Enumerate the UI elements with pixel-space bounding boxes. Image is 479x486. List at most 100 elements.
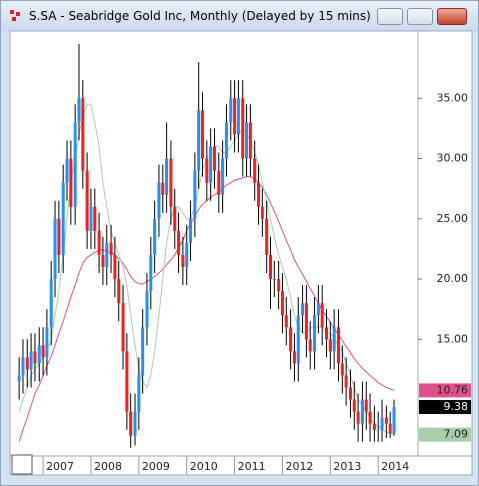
y-tick-label: 20.00	[437, 272, 469, 285]
body	[189, 218, 193, 243]
body	[364, 399, 368, 412]
title-bar: S.SA - Seabridge Gold Inc, Monthly (Dela…	[1, 1, 478, 31]
body	[320, 303, 324, 328]
body	[137, 375, 141, 412]
x-tick-label: 2014	[381, 460, 409, 473]
body	[308, 339, 312, 352]
body	[181, 254, 185, 267]
body	[113, 254, 117, 280]
moving-average-line	[18, 176, 395, 442]
x-tick-label: 2011	[238, 460, 266, 473]
body	[73, 122, 77, 207]
ma-slow-tag: 10.76	[437, 383, 469, 396]
body	[221, 158, 225, 195]
body	[376, 429, 380, 431]
x-tick-label: 2012	[285, 460, 313, 473]
body	[161, 182, 165, 195]
body	[236, 98, 240, 135]
last-price-tag: 9.38	[444, 400, 469, 413]
body	[224, 122, 228, 159]
body	[233, 98, 237, 135]
body	[157, 182, 161, 219]
minimize-button[interactable]	[377, 8, 403, 25]
body	[372, 423, 376, 430]
body	[81, 98, 85, 171]
body	[268, 254, 272, 280]
body	[37, 345, 41, 364]
body	[65, 158, 69, 183]
body	[33, 351, 37, 364]
body	[49, 279, 53, 328]
body	[336, 327, 340, 364]
body	[352, 399, 356, 412]
body	[193, 170, 197, 219]
body	[69, 158, 73, 207]
ma-fast-tag: 7.09	[444, 428, 469, 441]
body	[313, 315, 317, 352]
body	[129, 411, 133, 436]
body	[348, 387, 352, 400]
body	[265, 218, 269, 255]
body	[277, 279, 281, 292]
body	[29, 351, 33, 370]
body	[245, 122, 249, 159]
body	[17, 375, 21, 382]
body	[280, 291, 284, 316]
body	[45, 327, 49, 358]
body	[360, 399, 364, 424]
body	[117, 279, 121, 304]
body	[272, 279, 276, 281]
ma-fast-tag-box	[419, 427, 471, 442]
maximize-button[interactable]	[407, 8, 433, 25]
body	[284, 315, 288, 328]
body	[248, 122, 252, 159]
body	[21, 357, 25, 376]
body	[93, 206, 97, 231]
body	[368, 411, 372, 424]
body	[212, 146, 216, 171]
body	[344, 375, 348, 388]
corner-box	[11, 454, 33, 475]
body	[356, 411, 360, 424]
body	[241, 98, 245, 159]
body	[301, 303, 305, 316]
body	[304, 303, 308, 340]
body	[177, 230, 181, 255]
app-icon	[10, 10, 20, 21]
window-title: S.SA - Seabridge Gold Inc, Monthly (Dela…	[29, 9, 371, 23]
body	[292, 351, 296, 364]
body	[217, 170, 221, 195]
x-tick-label: 2009	[142, 460, 170, 473]
body	[125, 351, 129, 412]
body	[316, 303, 320, 316]
body	[169, 158, 173, 207]
plot-area	[9, 30, 419, 457]
y-tick-label: 25.00	[437, 212, 469, 225]
close-button[interactable]	[437, 8, 467, 25]
body	[229, 98, 233, 123]
body	[61, 182, 65, 255]
body	[253, 158, 257, 183]
x-tick-label: 2008	[94, 460, 122, 473]
body	[185, 242, 189, 267]
y-tick-label: 30.00	[437, 152, 469, 165]
body	[133, 411, 137, 436]
last-price-tag-box	[419, 400, 471, 415]
body	[53, 218, 57, 280]
body	[296, 315, 300, 364]
body	[89, 206, 93, 231]
body	[57, 218, 61, 255]
body	[153, 218, 157, 255]
body	[165, 158, 169, 195]
body	[380, 417, 384, 430]
body	[260, 206, 264, 219]
body	[325, 327, 329, 340]
body	[205, 158, 209, 183]
x-tick-label: 2013	[333, 460, 361, 473]
body	[121, 303, 125, 352]
body	[77, 98, 81, 123]
body	[109, 242, 113, 255]
body	[141, 327, 145, 376]
